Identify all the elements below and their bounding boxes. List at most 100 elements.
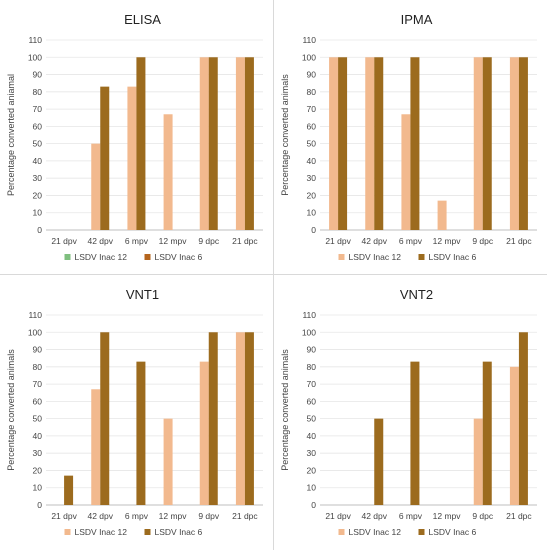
- y-tick-label: 110: [302, 35, 316, 45]
- bar-vnt2-0-5: [509, 366, 519, 505]
- y-tick-label: 90: [307, 345, 317, 355]
- y-tick-label: 20: [33, 190, 43, 200]
- x-tick-label: 6 mpv: [125, 511, 149, 521]
- y-tick-label: 30: [307, 448, 317, 458]
- bar-elisa-0-2: [127, 86, 137, 231]
- chart-panel-vnt1: VNT1 0 10 20 30 40 50 60 70 80 90 100 110 Percentage …: [0, 275, 273, 550]
- legend-swatch: [144, 529, 151, 535]
- bar-vnt2-1-2: [410, 361, 420, 505]
- x-tick-label: 42 dpv: [361, 511, 387, 521]
- y-tick-label: 50: [307, 414, 317, 424]
- y-tick-label: 60: [307, 121, 317, 131]
- y-tick-label: 30: [33, 173, 43, 183]
- x-tick-label: 6 mpv: [125, 236, 149, 246]
- y-tick-label: 20: [33, 465, 43, 475]
- chart-title: VNT2: [400, 287, 433, 302]
- x-tick-label: 21 dpc: [232, 236, 258, 246]
- bar-elisa-1-1: [100, 86, 110, 231]
- y-tick-label: 70: [33, 104, 43, 114]
- bar-elisa-0-4: [199, 57, 209, 230]
- horizontal-divider: [0, 274, 547, 275]
- y-tick-label: 90: [33, 70, 43, 80]
- y-tick-label: 20: [307, 465, 317, 475]
- legend-label: LSDV Inac 12: [349, 527, 402, 537]
- y-tick-label: 10: [33, 483, 43, 493]
- y-tick-label: 60: [307, 396, 317, 406]
- bar-elisa-1-4: [208, 57, 218, 230]
- x-tick-label: 21 dpv: [325, 511, 351, 521]
- x-tick-label: 9 dpc: [472, 511, 494, 521]
- bar-vnt1-1-1: [100, 332, 110, 505]
- chart-title: IPMA: [401, 12, 433, 27]
- x-tick-label: 21 dpv: [51, 511, 77, 521]
- bar-vnt1-0-4: [199, 361, 209, 505]
- bar-ipma-1-4: [482, 57, 492, 230]
- x-tick-label: 21 dpv: [325, 236, 351, 246]
- legend-label: LSDV Inac 6: [155, 252, 203, 262]
- chart-panel-vnt2: VNT2 0 10 20 30 40 50 60 70 80 90 100 110 Percentage …: [274, 275, 547, 550]
- chart-svg: ELISA 0 10 20 30 40 50 60 70 80 90 100 110 Percentage…: [6, 12, 263, 262]
- bar-vnt1-1-0: [64, 475, 74, 505]
- y-tick-label: 50: [33, 139, 43, 149]
- bar-ipma-1-1: [374, 57, 384, 230]
- bar-vnt1-0-3: [163, 418, 173, 505]
- bar-ipma-0-5: [509, 57, 519, 230]
- y-tick-label: 110: [28, 35, 42, 45]
- y-tick-label: 80: [307, 362, 317, 372]
- bar-ipma-0-1: [365, 57, 375, 230]
- x-tick-label: 12 mpv: [433, 511, 462, 521]
- bar-vnt1-0-5: [235, 332, 245, 505]
- x-tick-label: 9 dpv: [198, 511, 220, 521]
- bar-vnt2-1-4: [482, 361, 492, 505]
- y-tick-label: 110: [302, 310, 316, 320]
- bar-elisa-0-1: [91, 143, 101, 230]
- legend-swatch: [64, 254, 71, 260]
- chart-panel-elisa: ELISA 0 10 20 30 40 50 60 70 80 90 100 110 Percentage…: [0, 0, 273, 275]
- chart-svg: VNT1 0 10 20 30 40 50 60 70 80 90 100 110 Percentage …: [6, 287, 263, 537]
- y-tick-label: 0: [37, 225, 42, 235]
- chart-panel-ipma: IPMA 0 10 20 30 40 50 60 70 80 90 100 110 Percentage …: [274, 0, 547, 275]
- legend-swatch: [338, 254, 345, 260]
- bar-elisa-1-5: [244, 57, 254, 230]
- bar-vnt1-1-4: [208, 332, 218, 505]
- bar-ipma-0-0: [329, 57, 339, 230]
- y-tick-label: 50: [307, 139, 317, 149]
- legend-swatch: [338, 529, 345, 535]
- x-tick-label: 42 dpv: [87, 511, 113, 521]
- y-axis-title: Percentage converted animals: [6, 349, 16, 471]
- bar-ipma-1-0: [338, 57, 348, 230]
- y-tick-label: 70: [307, 104, 317, 114]
- y-tick-label: 80: [33, 87, 43, 97]
- bar-vnt2-1-1: [374, 418, 384, 505]
- y-tick-label: 60: [33, 396, 43, 406]
- bar-vnt2-1-5: [518, 332, 528, 505]
- x-tick-label: 12 mpv: [159, 511, 188, 521]
- y-tick-label: 10: [307, 208, 317, 218]
- chart-title: VNT1: [126, 287, 159, 302]
- legend-label: LSDV Inac 6: [429, 252, 477, 262]
- vertical-divider: [273, 0, 274, 550]
- legend-swatch: [144, 254, 151, 260]
- y-axis-title: Percentage converted animals: [280, 74, 290, 196]
- y-tick-label: 90: [307, 70, 317, 80]
- y-tick-label: 60: [33, 121, 43, 131]
- y-tick-label: 80: [307, 87, 317, 97]
- legend-label: LSDV Inac 6: [429, 527, 477, 537]
- y-tick-label: 40: [33, 156, 43, 166]
- y-tick-label: 80: [33, 362, 43, 372]
- bar-vnt1-1-5: [244, 332, 254, 505]
- bar-ipma-1-2: [410, 57, 420, 230]
- y-tick-label: 30: [307, 173, 317, 183]
- y-tick-label: 40: [307, 156, 317, 166]
- chart-title: ELISA: [124, 12, 161, 27]
- x-tick-label: 6 mpv: [399, 236, 423, 246]
- bar-elisa-0-5: [235, 57, 245, 230]
- bar-vnt1-0-1: [91, 389, 101, 505]
- x-tick-label: 21 dpc: [506, 236, 532, 246]
- y-tick-label: 40: [307, 431, 317, 441]
- y-tick-label: 100: [302, 52, 316, 62]
- x-tick-label: 12 mpv: [433, 236, 462, 246]
- y-tick-label: 30: [33, 448, 43, 458]
- legend-label: LSDV Inac 12: [75, 527, 128, 537]
- x-tick-label: 42 dpv: [361, 236, 387, 246]
